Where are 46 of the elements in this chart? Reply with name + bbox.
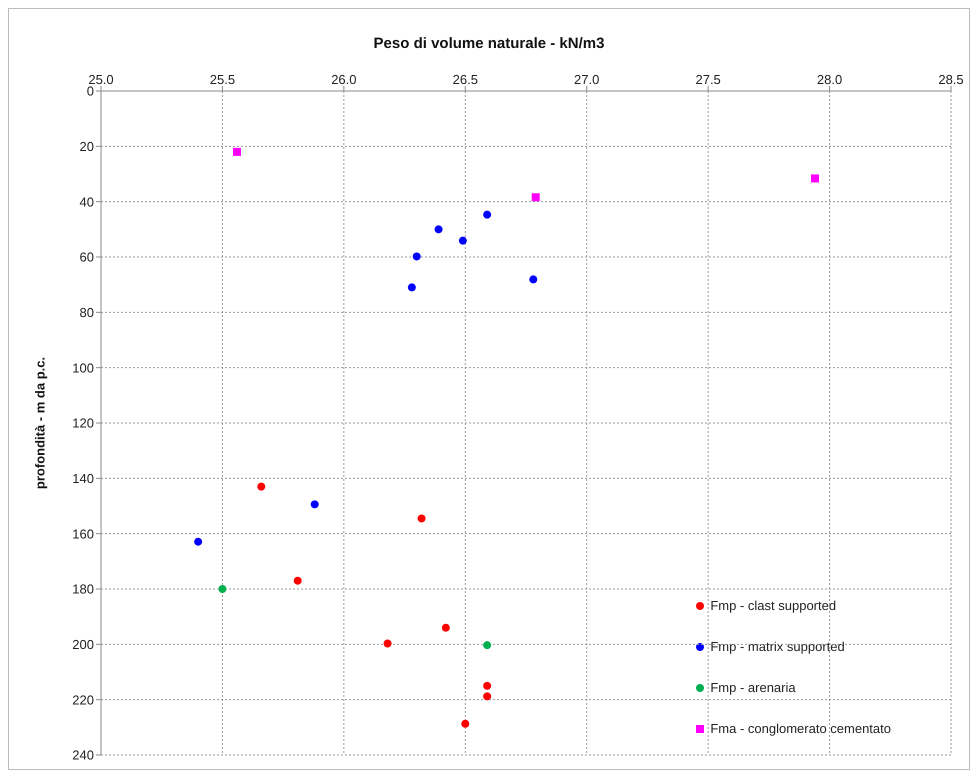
point [532,193,540,202]
point [811,174,819,182]
point [442,624,450,632]
point [483,692,492,700]
point [458,236,467,245]
point [257,482,266,491]
y-axis-title: profondità - m da p.c. [32,356,48,490]
legend-label: Fmp - arenaria [710,680,796,695]
point [233,148,241,156]
point [418,514,426,522]
x-tick-label: 28.5 [938,72,964,87]
point [412,252,421,260]
point [218,585,226,593]
point [194,538,202,546]
point [529,275,538,284]
y-tick-label: 200 [72,636,94,652]
legend-label: Fmp - matrix supported [710,639,845,654]
y-tick-label: 240 [72,748,94,763]
point [461,720,470,728]
y-tick-label: 180 [72,582,94,597]
point [384,640,392,648]
point [434,225,443,234]
x-tick-label: 26.5 [452,72,478,87]
chart-title: Peso di volume naturale - kN/m3 [372,35,606,52]
point [483,682,492,690]
point [483,641,492,650]
y-tick-label: 220 [72,692,94,708]
point [408,283,416,292]
y-tick-label: 60 [80,250,94,265]
y-tick-label: 120 [72,416,94,431]
x-tick-label: 27.5 [695,72,721,87]
point [310,500,319,508]
y-tick-label: 80 [80,304,94,320]
point [294,576,302,585]
y-tick-label: 20 [80,138,94,154]
x-tick-label: 28.0 [816,72,842,87]
y-tick-label: 40 [80,194,94,210]
y-tick-label: 100 [72,360,94,376]
legend-label: Fmp - clast supported [710,598,836,613]
point [483,210,492,219]
x-tick-label: 25.5 [210,72,236,87]
x-tick-label: 27.0 [574,72,600,87]
legend-label: Fma - conglomerato cementato [710,721,891,736]
y-tick-label: 140 [72,470,94,486]
y-tick-label: 160 [72,526,94,542]
x-tick-label: 26.0 [331,72,357,87]
